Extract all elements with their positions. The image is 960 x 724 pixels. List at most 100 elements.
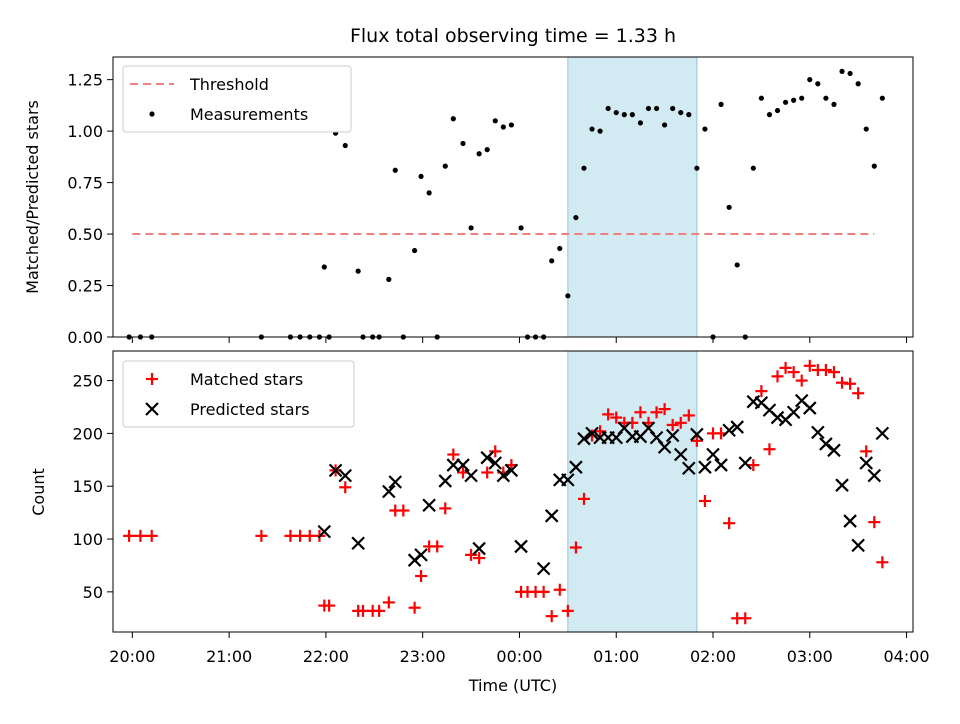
matched-star-marker xyxy=(569,541,582,554)
x-tick-label: 00:00 xyxy=(496,647,542,666)
predicted-star-marker xyxy=(514,539,528,554)
matched-star-marker xyxy=(397,504,410,517)
predicted-star-marker xyxy=(488,456,503,470)
predicted-star-marker xyxy=(802,401,817,415)
matched-star-marker xyxy=(577,492,590,505)
matched-star-marker xyxy=(787,366,800,379)
predicted-star-marker xyxy=(682,461,696,476)
bottom-panel: 50 100 150 200 250 20:00 21:00 22:00 23:00 00:00… xyxy=(29,350,930,695)
measurement-point xyxy=(823,95,829,101)
measurement-point xyxy=(807,77,813,83)
measurement-point xyxy=(412,247,418,254)
predicted-star-marker xyxy=(770,410,785,425)
predicted-star-marker xyxy=(422,498,436,513)
top-x-ticks xyxy=(131,337,908,343)
measurement-point xyxy=(694,165,700,171)
measurement-point xyxy=(589,126,595,132)
bottom-legend: Matched stars Predicted stars xyxy=(122,360,355,428)
matched-star-marker xyxy=(666,418,679,431)
predicted-star-marker xyxy=(835,478,849,492)
matched-star-marker xyxy=(876,556,889,569)
bottom-y-ticks: 50 100 150 200 250 xyxy=(72,372,113,602)
top-legend-box xyxy=(122,65,352,133)
bottom-x-ticks: 20:00 21:00 22:00 23:00 00:00 01:00 02:00 03:00… xyxy=(109,632,930,666)
predicted-star-marker xyxy=(351,536,365,551)
matched-star-marker xyxy=(339,481,352,494)
legend-matched-label: Matched stars xyxy=(190,370,303,389)
measurement-point xyxy=(782,99,789,105)
predicted-star-marker xyxy=(875,426,890,441)
predicted-star-marker xyxy=(561,473,575,487)
measurement-point xyxy=(621,112,627,118)
y-tick-label: 150 xyxy=(72,477,103,496)
predicted-star-marker xyxy=(472,541,486,556)
matched-star-marker xyxy=(489,445,502,458)
matched-star-marker xyxy=(682,409,695,422)
measurement-point xyxy=(468,225,474,231)
measurement-point xyxy=(355,268,361,274)
matched-star-marker xyxy=(634,406,647,419)
measurement-point xyxy=(386,276,392,282)
predicted-star-marker xyxy=(480,450,494,465)
x-tick-label: 21:00 xyxy=(206,647,252,666)
matched-star-marker xyxy=(779,361,792,374)
y-tick-label: 0.75 xyxy=(67,174,103,193)
x-tick-label: 04:00 xyxy=(883,647,929,666)
measurement-point xyxy=(726,204,732,210)
matched-star-marker xyxy=(868,516,881,529)
measurement-point xyxy=(766,112,773,118)
measurement-point xyxy=(686,112,692,118)
matched-star-marker xyxy=(561,604,574,617)
matched-star-marker xyxy=(819,364,832,377)
matched-star-marker xyxy=(650,406,663,419)
x-tick-label: 01:00 xyxy=(593,647,639,666)
measurement-point xyxy=(750,165,756,171)
matched-star-marker xyxy=(431,540,444,553)
predicted-star-marker xyxy=(673,447,688,462)
predicted-star-marker xyxy=(569,460,583,474)
matched-star-marker xyxy=(408,601,421,614)
measurement-point xyxy=(518,225,524,231)
matched-star-marker xyxy=(537,585,550,598)
measurement-point xyxy=(426,190,432,196)
predicted-star-marker xyxy=(577,431,591,446)
predicted-star-marker xyxy=(851,538,865,553)
matched-star-marker xyxy=(415,570,428,583)
bottom-shaded-region xyxy=(567,350,698,633)
measurement-point xyxy=(791,97,797,103)
predicted-star-marker xyxy=(722,423,736,438)
x-tick-label: 23:00 xyxy=(400,647,446,666)
measurement-point xyxy=(839,68,845,75)
measurement-point xyxy=(734,262,740,268)
measurement-point xyxy=(476,151,482,157)
matched-star-marker xyxy=(602,408,615,421)
matched-star-marker xyxy=(763,443,776,456)
matched-star-marker xyxy=(610,411,623,424)
measurement-point xyxy=(508,122,514,128)
x-tick-label: 02:00 xyxy=(690,647,736,666)
matched-star-marker xyxy=(739,612,752,625)
matched-star-marker xyxy=(439,502,452,515)
matched-star-marker xyxy=(134,529,147,542)
top-y-ticks: 0.00 0.25 0.50 0.75 1.00 1.25 xyxy=(67,71,113,347)
predicted-star-marker xyxy=(859,456,874,470)
measurement-point xyxy=(831,101,837,107)
matched-star-marker xyxy=(844,377,857,390)
predicted-star-marker xyxy=(536,561,551,576)
measurement-point xyxy=(855,81,861,87)
measurement-point xyxy=(442,163,448,169)
predicted-star-marker xyxy=(464,468,478,483)
bottom-legend-box xyxy=(122,360,355,428)
matched-stars-points xyxy=(123,359,889,625)
measurement-point xyxy=(637,120,644,126)
predicted-star-marker xyxy=(665,428,680,443)
measurement-point xyxy=(418,173,424,180)
matched-star-marker xyxy=(771,370,784,383)
predicted-star-marker xyxy=(867,468,882,483)
matched-star-marker xyxy=(658,403,671,416)
predicted-star-marker xyxy=(388,475,403,489)
y-tick-label: 1.00 xyxy=(67,122,103,141)
measurement-point xyxy=(653,105,660,112)
matched-star-marker xyxy=(382,596,395,609)
